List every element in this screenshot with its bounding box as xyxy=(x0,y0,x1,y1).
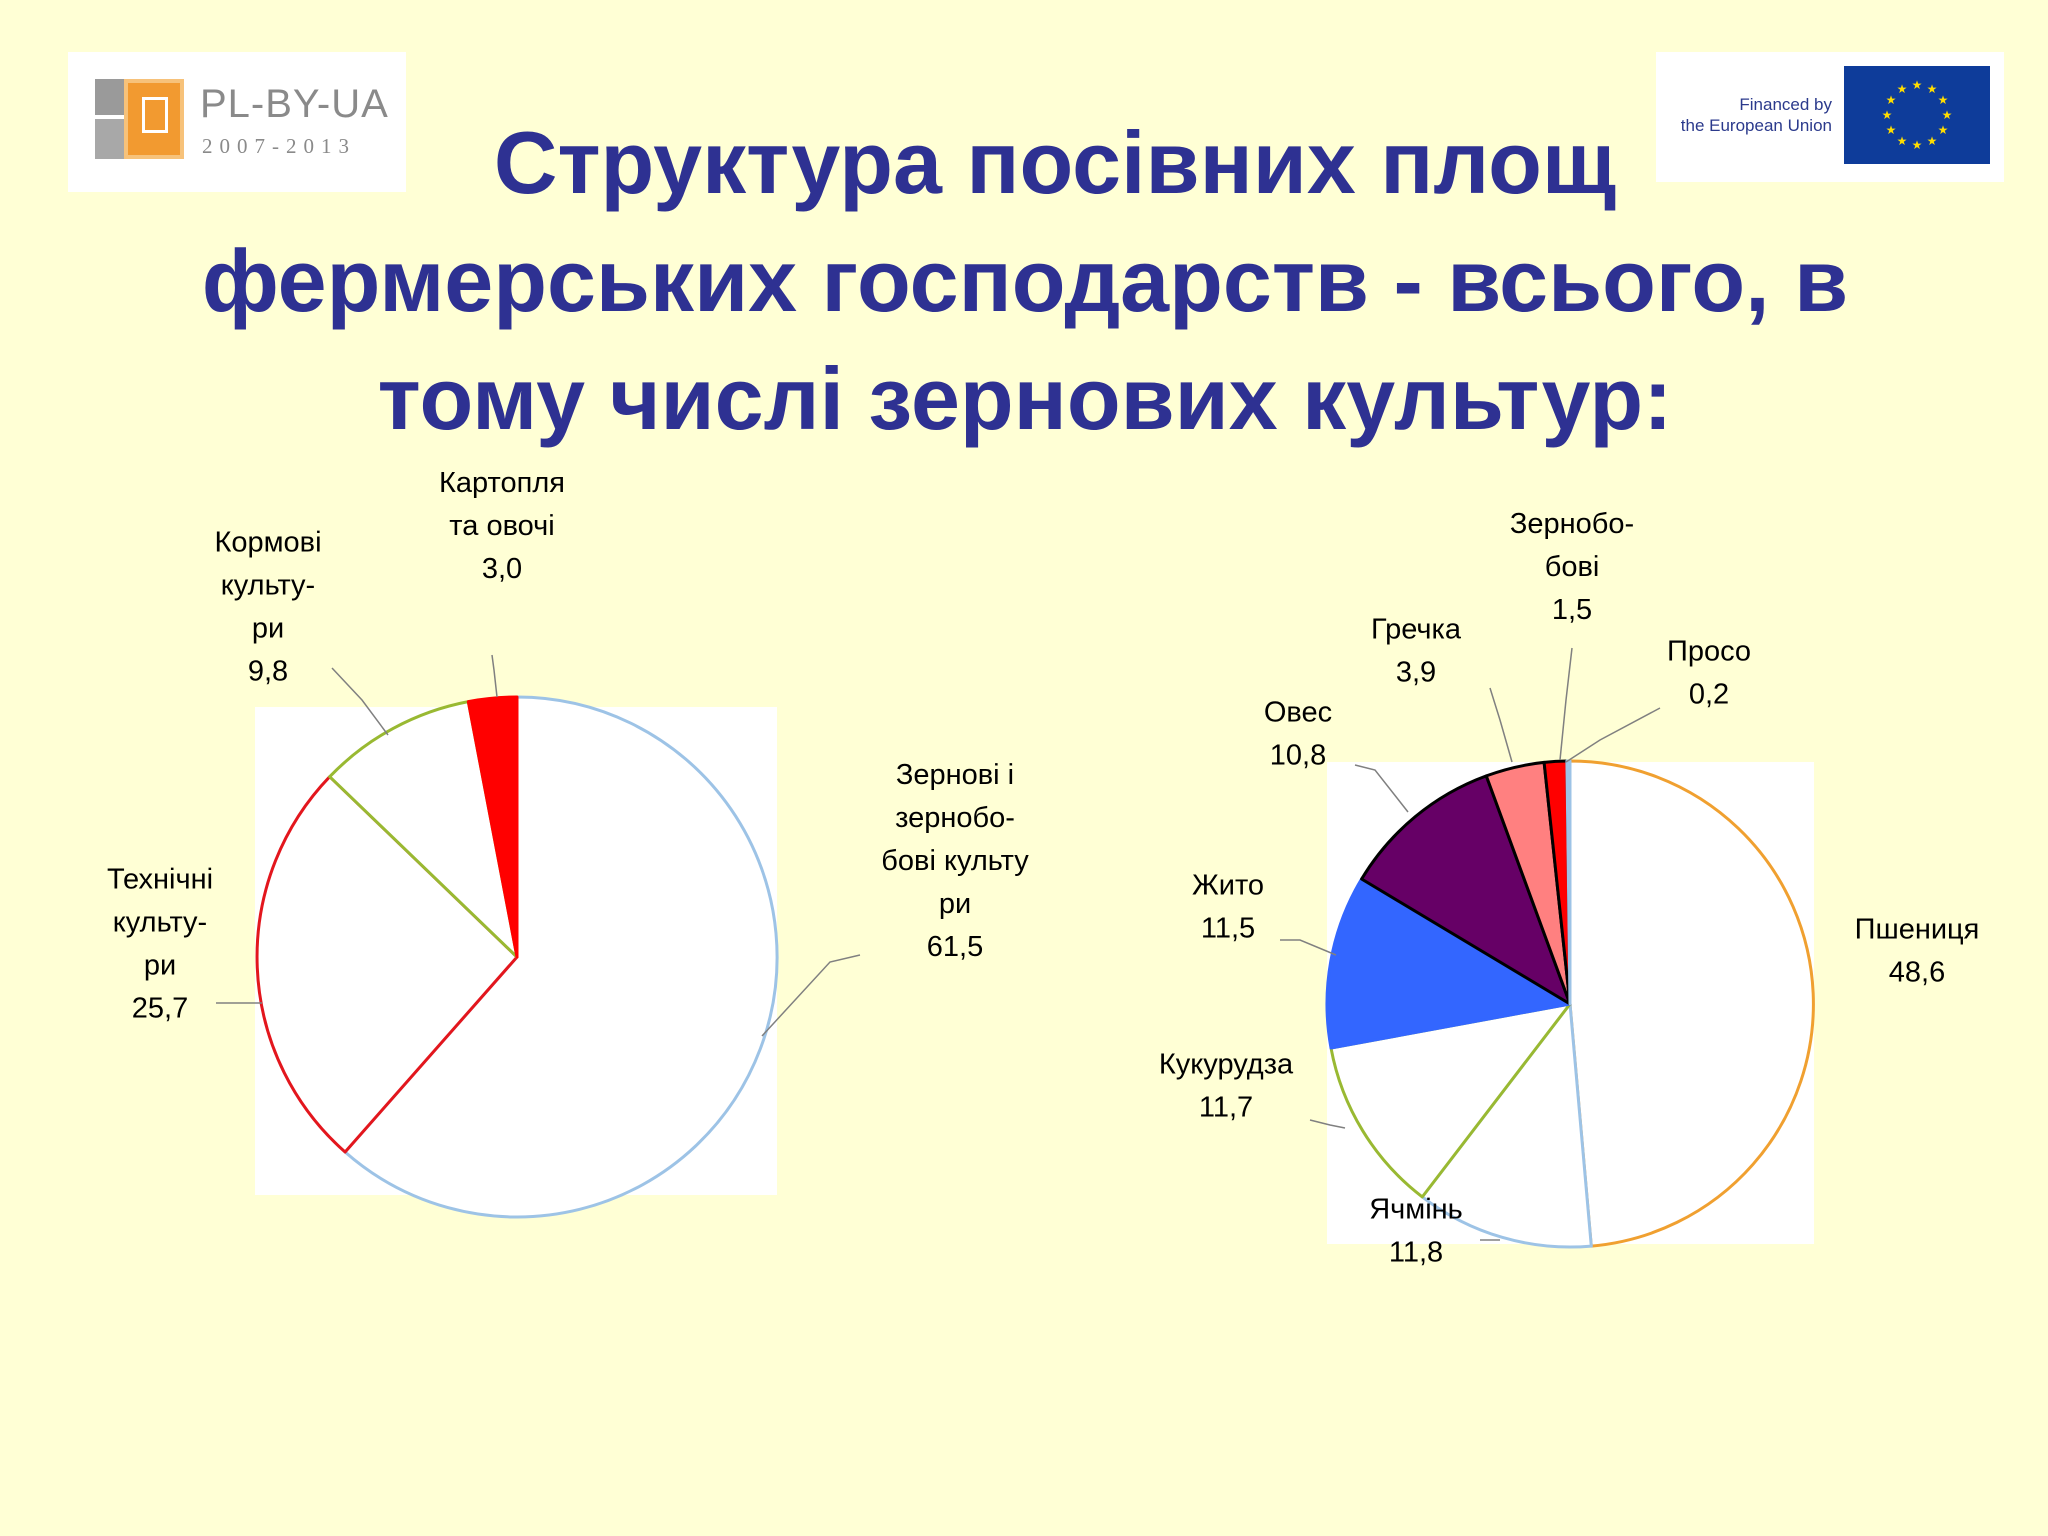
data-label-value: 1,5 xyxy=(1552,594,1592,626)
eu-star-icon: ★ xyxy=(1882,108,1893,122)
pie-1-data-label-1: Зернові і зернобо-бові культу ри 61,5 xyxy=(881,759,1029,963)
pie-1-slice-4 xyxy=(466,695,519,959)
pie-2-data-label-7: Зернобо-бові 1,5 xyxy=(1510,508,1634,626)
data-label-value: 0,2 xyxy=(1689,679,1729,711)
eu-star-icon: ★ xyxy=(1938,123,1949,137)
data-label-name: Овес xyxy=(1264,697,1332,729)
data-label-name: Кукурудза xyxy=(1159,1049,1294,1081)
data-label-value: 10,8 xyxy=(1270,740,1326,772)
data-label-name: Гречка xyxy=(1371,614,1462,646)
pie-1-data-label-4: Картопля та овочі 3,0 xyxy=(439,467,565,585)
pie-2-leader-line-7 xyxy=(1559,647,1573,761)
eu-financing-logo: Financed by the European Union ★ ★ ★ ★ ★ ★ ★ ★ ★… xyxy=(1656,52,2004,182)
data-label-name: Зернобо- xyxy=(1510,508,1634,540)
eu-star-icon: ★ xyxy=(1897,82,1908,96)
data-label-name: зернобо- xyxy=(895,802,1015,834)
data-label-name: Кормові xyxy=(214,527,321,559)
data-label-name: ри xyxy=(252,613,284,645)
pie-2-slice-3 xyxy=(1329,1002,1572,1199)
financed-by-text: Financed by the European Union xyxy=(1662,94,1832,136)
data-label-name: Пшениця xyxy=(1855,914,1980,946)
pie-2-slice-1 xyxy=(1568,759,1815,1248)
title-line-2: фермерських господарств - всього, в xyxy=(201,231,1849,330)
data-label-name: Картопля xyxy=(439,467,565,499)
data-label-name: культу- xyxy=(113,907,207,939)
eu-star-icon: ★ xyxy=(1927,134,1938,148)
financed-line-2: the European Union xyxy=(1680,116,1832,135)
data-label-value: 9,8 xyxy=(248,656,288,688)
eu-star-icon: ★ xyxy=(1886,93,1897,107)
data-label-value: 25,7 xyxy=(132,993,188,1025)
data-label-name: Просо xyxy=(1667,636,1751,668)
pie-2-data-label-2: Ячмінь 11,8 xyxy=(1369,1194,1463,1269)
data-label-value: 11,7 xyxy=(1199,1092,1253,1124)
pie-2-leader-line-4 xyxy=(1280,939,1337,956)
eu-flag-icon: ★ ★ ★ ★ ★ ★ ★ ★ ★ ★ ★ ★ xyxy=(1844,66,1990,164)
pie-1-slice-3 xyxy=(328,700,519,959)
eu-star-icon: ★ xyxy=(1938,93,1949,107)
data-label-value: 11,8 xyxy=(1389,1237,1443,1269)
financed-line-1: Financed by xyxy=(1739,95,1832,114)
eu-star-icon: ★ xyxy=(1942,108,1953,122)
eu-star-icon: ★ xyxy=(1912,78,1923,92)
data-label-name: та овочі xyxy=(449,510,554,542)
pie-2-data-label-1: Пшениця 48,6 xyxy=(1855,914,1980,989)
data-label-value: 3,0 xyxy=(482,553,522,585)
pie-2-data-label-5: Овес 10,8 xyxy=(1264,697,1332,772)
pie-2-leader-line-3 xyxy=(1309,1119,1346,1129)
data-label-name: Ячмінь xyxy=(1369,1194,1463,1226)
data-label-value: 61,5 xyxy=(927,931,983,963)
pie-2-data-label-3: Кукурудза 11,7 xyxy=(1159,1049,1294,1124)
title-line-1: Структура посівних площ xyxy=(493,113,1617,212)
pie-2-leader-line-6 xyxy=(1489,687,1513,763)
data-label-name: культу- xyxy=(221,570,315,602)
data-label-value: 3,9 xyxy=(1396,657,1436,689)
data-label-name: ри xyxy=(144,950,176,982)
eu-stars-icon: ★ ★★★★★★★★★★★ xyxy=(1882,78,1953,152)
pie-2-slice-2 xyxy=(1420,1002,1593,1249)
pie-chart-1: Зернові і зернобо-бові культу ри 61,5 Техніч… xyxy=(107,467,1029,1219)
pie-1-leader-line-1 xyxy=(761,954,861,1037)
pl-by-ua-logo: PL-BY-UA 2007-2013 xyxy=(68,52,406,192)
logo-years-text: 2007-2013 xyxy=(202,134,356,158)
pie-2-data-label-8: Просо 0,2 xyxy=(1667,636,1751,711)
pie-2-slice-5 xyxy=(1360,774,1572,1006)
pie-2-data-label-6: Гречка 3,9 xyxy=(1371,614,1462,689)
data-label-name: бові xyxy=(1545,551,1600,583)
title-line-3: тому числі зернових культур: xyxy=(377,349,1673,448)
pie-2-leader-line-5 xyxy=(1354,764,1409,813)
pie-2-slice-4 xyxy=(1325,877,1572,1050)
data-label-name: Зернові і xyxy=(896,759,1014,791)
data-label-name: Технічні xyxy=(107,864,213,896)
eu-star-icon: ★ xyxy=(1912,138,1923,152)
data-label-value: 11,5 xyxy=(1201,913,1255,945)
pie-1-data-label-2: Технічні культу-ри 25,7 xyxy=(107,864,213,1025)
pie-1-slice-1 xyxy=(343,695,779,1219)
pie-1-data-label-3: Кормові культу-ри 9,8 xyxy=(214,527,321,688)
pie-1-leader-line-3 xyxy=(331,667,389,736)
eu-star-icon: ★ xyxy=(1897,134,1908,148)
pie-1-slice-2 xyxy=(255,775,519,1154)
logo-orange-square-icon xyxy=(124,79,184,159)
pie-1-leader-line-4 xyxy=(491,654,498,698)
data-label-value: 48,6 xyxy=(1889,957,1945,989)
pie-chart-2: Пшениця 48,6 Ячмінь 11,8 Кукурудза 11,7 Жито 11… xyxy=(1159,508,1980,1269)
data-label-name: Жито xyxy=(1192,870,1264,902)
data-label-name: ри xyxy=(939,888,971,920)
pie-2-data-label-4: Жито 11,5 xyxy=(1192,870,1264,945)
data-label-name: бові культу xyxy=(881,845,1029,877)
eu-star-icon: ★ xyxy=(1927,82,1938,96)
slide-title: Структура посівних площ фермерських госп… xyxy=(60,104,1990,458)
pie-2-leader-line-8 xyxy=(1565,707,1661,763)
logo-brand-text: PL-BY-UA xyxy=(200,82,389,126)
eu-star-icon: ★ xyxy=(1886,123,1897,137)
